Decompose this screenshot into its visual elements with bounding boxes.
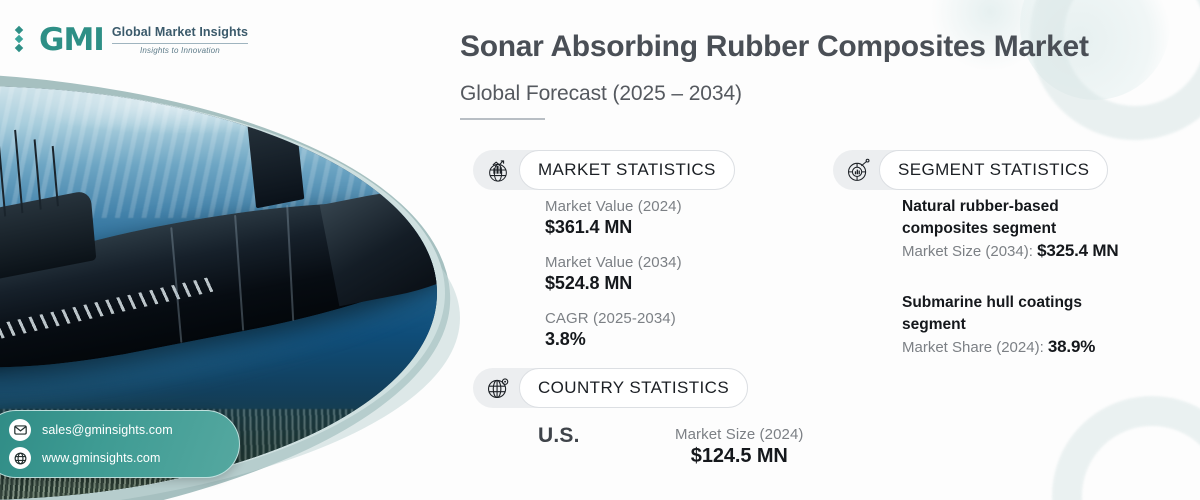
gmi-tagline: Insights to Innovation	[139, 46, 220, 55]
segment-1-metric-value: $325.4 MN	[1037, 241, 1119, 260]
contact-panel: sales@gminsights.com www.gminsights.com	[0, 410, 240, 478]
country-market-size-value: $124.5 MN	[690, 445, 788, 467]
country-statistics-badge: COUNTRY STATISTICS	[473, 368, 749, 408]
segment-1-name-line1: Natural rubber-based	[902, 198, 1059, 215]
page-title: Sonar Absorbing Rubber Composites Market	[460, 30, 1089, 63]
segment-statistics-badge: SEGMENT STATISTICS	[833, 150, 1109, 190]
cagr-item: CAGR (2025-2034) 3.8%	[545, 310, 676, 350]
country-label: U.S.	[538, 424, 580, 447]
segment-2-name-line1: Submarine hull coatings	[902, 294, 1082, 311]
country-statistics-header: COUNTRY STATISTICS	[473, 368, 749, 408]
market-value-2024-label: Market Value (2024)	[545, 198, 682, 215]
gmi-logo[interactable]: GMI Global Market Insights Insights to I…	[14, 21, 249, 58]
market-value-2024-item: Market Value (2024) $361.4 MN	[545, 198, 682, 238]
title-underline	[460, 118, 545, 120]
contact-website-row[interactable]: www.gminsights.com	[9, 447, 239, 469]
market-statistics-title: MARKET STATISTICS	[519, 150, 735, 190]
market-value-2034-item: Market Value (2034) $524.8 MN	[545, 254, 682, 294]
submarine-bow	[319, 171, 437, 306]
page-subtitle: Global Forecast (2025 – 2034)	[460, 82, 742, 105]
donut-chart-arrow-icon	[843, 155, 873, 185]
country-statistics-title: COUNTRY STATISTICS	[519, 368, 749, 408]
segment-2-metric-value: 38.9%	[1047, 337, 1096, 356]
globe-icon	[9, 447, 31, 469]
cagr-value: 3.8%	[545, 329, 586, 349]
hero-image-region: sales@gminsights.com www.gminsights.com	[0, 0, 470, 500]
segment-item-1: Natural rubber-based composites segment …	[902, 196, 1119, 261]
segment-1-metric-label: Market Size (2034):	[902, 243, 1038, 260]
segment-1-metric: Market Size (2034): $325.4 MN	[902, 241, 1119, 261]
gmi-diamond-icon	[14, 24, 31, 56]
contact-email-row[interactable]: sales@gminsights.com	[9, 419, 239, 441]
country-name: U.S.	[538, 424, 580, 448]
segment-statistics-header: SEGMENT STATISTICS	[833, 150, 1109, 190]
gmi-logo-mark: GMI	[39, 21, 105, 58]
segment-item-2: Submarine hull coatings segment Market S…	[902, 292, 1095, 357]
cagr-label: CAGR (2025-2034)	[545, 310, 676, 327]
segment-statistics-title: SEGMENT STATISTICS	[879, 150, 1109, 190]
market-statistics-badge: MARKET STATISTICS	[473, 150, 735, 190]
globe-pin-icon	[483, 373, 513, 403]
segment-2-metric-label: Market Share (2024):	[902, 339, 1048, 356]
market-value-2034-label: Market Value (2034)	[545, 254, 682, 271]
contact-email-text: sales@gminsights.com	[42, 423, 173, 437]
country-market-size-label: Market Size (2024)	[675, 426, 804, 443]
segment-2-metric: Market Share (2024): 38.9%	[902, 337, 1095, 357]
gmi-logo-text: Global Market Insights Insights to Innov…	[111, 25, 249, 55]
gmi-company-name: Global Market Insights	[111, 25, 249, 39]
market-value-2024-value: $361.4 MN	[545, 217, 633, 237]
segment-2-name-line2: segment	[902, 316, 966, 333]
contact-website-text: www.gminsights.com	[42, 451, 161, 465]
market-statistics-header: MARKET STATISTICS	[473, 150, 735, 190]
market-value-2034-value: $524.8 MN	[545, 273, 633, 293]
globe-bar-chart-icon	[483, 155, 513, 185]
segment-1-name-line2: composites segment	[902, 220, 1057, 237]
envelope-icon	[9, 419, 31, 441]
country-market-size-item: Market Size (2024) $124.5 MN	[675, 426, 804, 468]
gmi-logo-divider	[111, 43, 249, 44]
content-region: Sonar Absorbing Rubber Composites Market…	[455, 0, 1200, 500]
